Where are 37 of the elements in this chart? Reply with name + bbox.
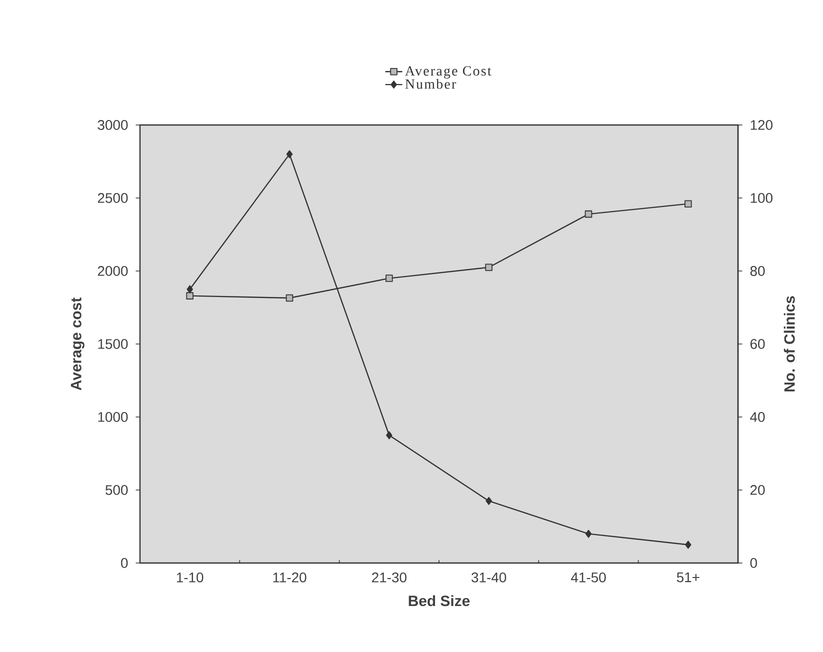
- point: [485, 264, 492, 271]
- y-tick-label: 1500: [98, 339, 128, 349]
- x-tick-label: 41-50: [570, 572, 606, 582]
- point: [386, 431, 392, 440]
- point: [585, 530, 592, 538]
- point: [186, 292, 194, 300]
- point: [486, 496, 492, 505]
- x-tick-label: 31-40: [472, 572, 506, 582]
- y2-axis-title: No. of Clinics: [784, 296, 795, 392]
- y-tick-label: 2500: [98, 193, 128, 203]
- y2-tick-label: 120: [750, 120, 772, 130]
- point: [584, 210, 592, 218]
- legend-label: Average Cost: [405, 66, 492, 79]
- y2-tick-label: 0: [750, 558, 757, 568]
- y2-tick-label: 100: [750, 193, 772, 203]
- x-tick-label: 1-10: [176, 572, 204, 582]
- x-axis-title: Bed Size: [408, 595, 470, 606]
- y-tick-label: 500: [106, 485, 128, 495]
- y-tick-label: 2000: [98, 266, 128, 276]
- y-tick-label: 0: [121, 558, 128, 568]
- point: [186, 285, 193, 294]
- x-tick-label: 21-30: [372, 572, 406, 582]
- y-axis-title: Average cost: [70, 298, 84, 390]
- y2-tick-label: 80: [750, 266, 765, 276]
- y2-tick-label: 40: [750, 412, 765, 422]
- legend-label: Number: [405, 78, 456, 89]
- point: [286, 294, 294, 302]
- x-tick-label: 11-20: [273, 572, 306, 582]
- y-tick-label: 1000: [98, 412, 128, 422]
- point: [685, 540, 692, 549]
- x-tick-label: 51+: [676, 572, 700, 582]
- y2-tick-label: 20: [750, 485, 765, 495]
- y-tick-label: 3000: [98, 120, 128, 130]
- y2-tick-label: 60: [750, 339, 765, 349]
- point: [684, 200, 692, 208]
- point: [386, 274, 393, 282]
- point: [286, 150, 293, 158]
